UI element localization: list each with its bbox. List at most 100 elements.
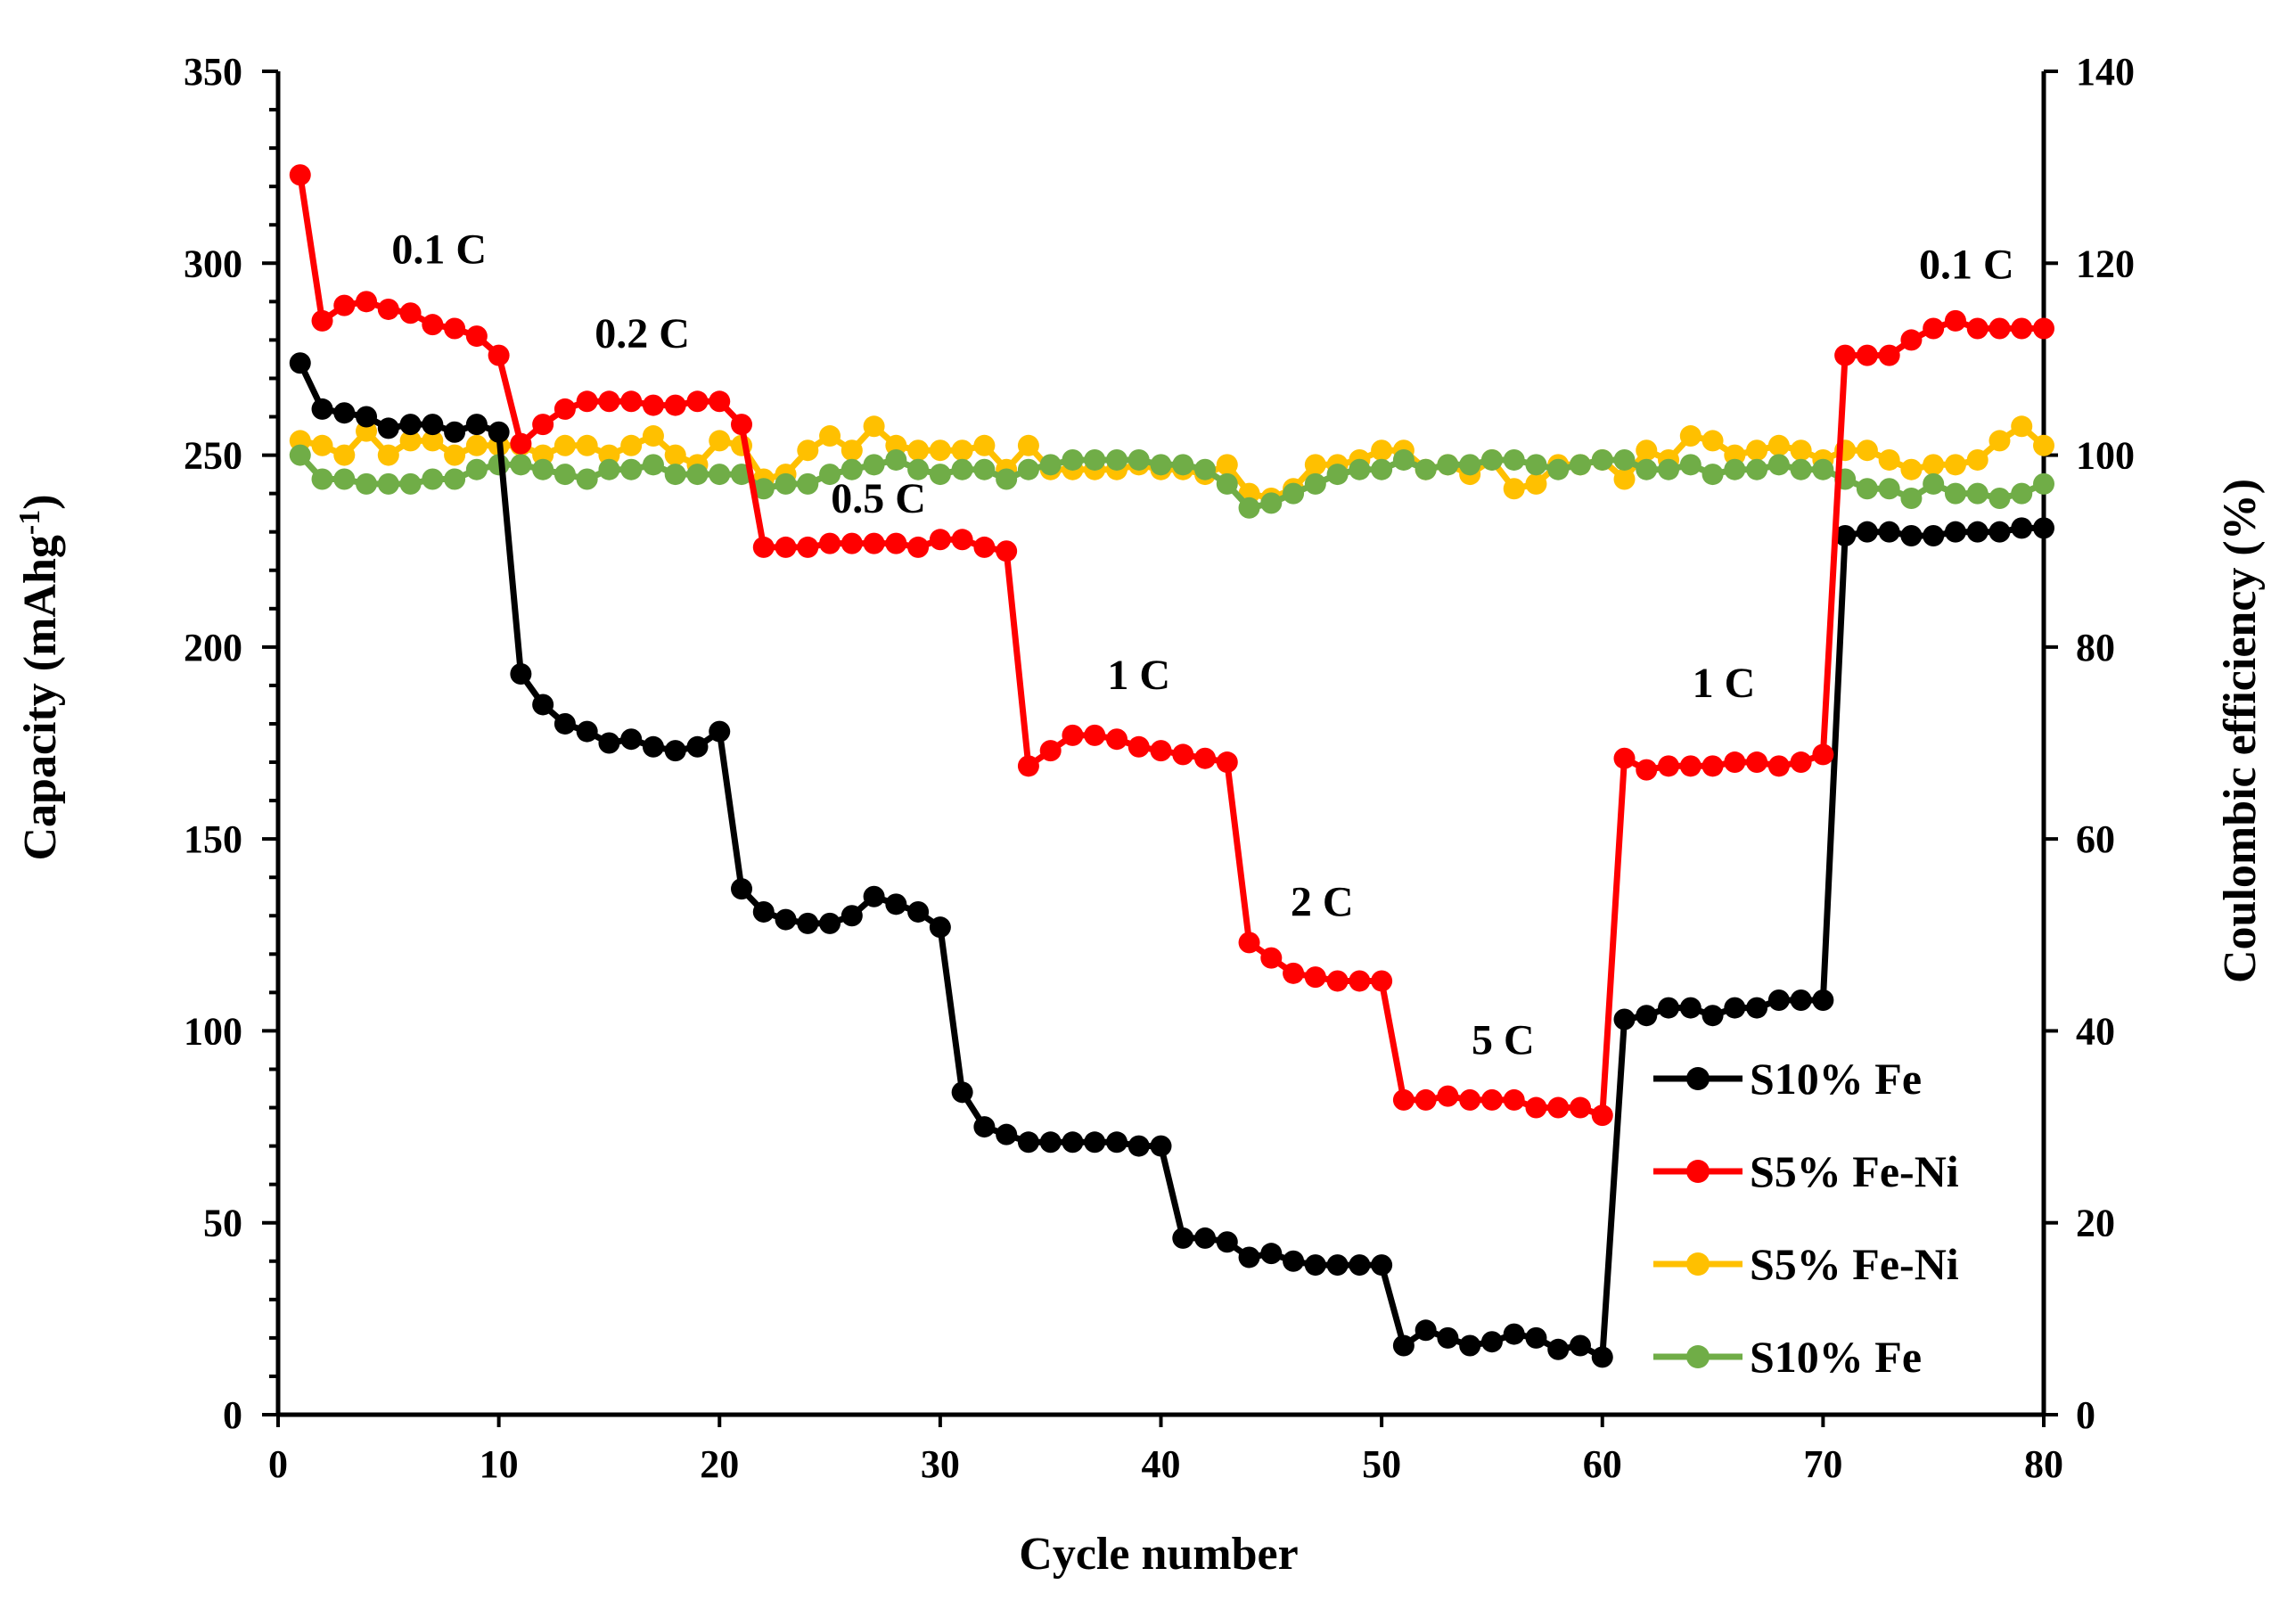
data-point — [1480, 1088, 1503, 1111]
data-point — [1966, 521, 1988, 543]
data-point — [399, 472, 422, 495]
data-point — [1392, 448, 1414, 471]
data-point — [1923, 524, 1945, 546]
data-point — [797, 912, 819, 934]
data-point — [1216, 751, 1238, 774]
data-point — [1613, 468, 1636, 490]
data-point — [1746, 439, 1768, 462]
rate-label: 1 C — [1107, 652, 1170, 699]
legend-marker — [1686, 1252, 1710, 1276]
data-point — [554, 464, 576, 486]
data-point — [1569, 1096, 1591, 1119]
data-point — [686, 735, 709, 758]
data-point — [1856, 344, 1878, 366]
data-point — [819, 464, 841, 486]
data-point — [1349, 970, 1371, 992]
data-point — [532, 694, 554, 716]
data-point — [1679, 997, 1702, 1019]
data-point — [686, 390, 709, 413]
data-point — [1172, 743, 1194, 766]
data-point — [840, 439, 863, 462]
data-point — [333, 402, 356, 424]
data-point — [465, 434, 488, 456]
rate-label: 0.5 C — [831, 475, 926, 522]
legend-item: S5% Fe-Ni — [1653, 1146, 1959, 1196]
data-point — [1194, 458, 1217, 480]
data-point — [731, 414, 753, 436]
data-point — [377, 417, 399, 439]
data-point — [1591, 1346, 1613, 1368]
legend-label: S10% Fe — [1750, 1332, 1922, 1382]
data-point — [1459, 1334, 1481, 1357]
data-point — [1767, 755, 1790, 777]
data-point — [1923, 317, 1945, 340]
data-point — [1613, 747, 1636, 769]
data-point — [444, 421, 466, 443]
data-point — [488, 344, 510, 366]
data-point — [1128, 1135, 1150, 1157]
data-point — [1988, 488, 2011, 510]
data-point — [642, 454, 664, 476]
data-point — [1172, 1227, 1194, 1249]
data-point — [554, 434, 576, 456]
data-point — [1679, 425, 1702, 447]
data-point — [1172, 454, 1194, 476]
data-point — [1878, 448, 1900, 471]
data-point — [377, 444, 399, 466]
data-point — [554, 398, 576, 420]
data-point — [1767, 989, 1790, 1011]
data-point — [1238, 497, 1260, 519]
data-point — [709, 430, 731, 452]
data-point — [1591, 1104, 1613, 1127]
data-point — [1238, 932, 1260, 954]
data-point — [1084, 1131, 1106, 1154]
data-point — [1414, 458, 1437, 480]
data-point — [1017, 434, 1039, 456]
legend-label: S5% Fe-Ni — [1750, 1146, 1959, 1196]
data-point — [1702, 464, 1724, 486]
data-point — [951, 529, 973, 551]
data-point — [1304, 1254, 1326, 1277]
data-point — [1834, 344, 1857, 366]
data-point — [311, 468, 333, 490]
data-point — [752, 900, 775, 923]
data-point — [863, 532, 885, 554]
data-point — [1525, 472, 1547, 495]
data-point — [1613, 448, 1636, 471]
y2-axis-title: Coulombic efficiency (%) — [2215, 479, 2266, 983]
y2-tick-label: 20 — [2076, 1202, 2115, 1245]
data-point — [1459, 454, 1481, 476]
data-point — [576, 468, 598, 490]
data-point — [1150, 1135, 1172, 1157]
data-point — [797, 536, 819, 558]
data-point — [1304, 966, 1326, 989]
data-point — [1856, 439, 1878, 462]
data-point — [1658, 755, 1680, 777]
data-point — [1569, 1334, 1591, 1357]
y2-tick-label: 80 — [2076, 626, 2115, 669]
data-point — [289, 352, 311, 374]
data-point — [664, 394, 686, 416]
data-point — [642, 394, 664, 416]
data-point — [951, 458, 973, 480]
data-point — [1216, 454, 1238, 476]
legend-label: S5% Fe-Ni — [1750, 1239, 1959, 1289]
legend-item: S10% Fe — [1653, 1054, 1922, 1104]
data-point — [576, 390, 598, 413]
data-point — [444, 468, 466, 490]
data-point — [1437, 454, 1459, 476]
data-point — [444, 317, 466, 340]
data-point — [775, 472, 797, 495]
data-point — [1371, 458, 1393, 480]
data-point — [1923, 472, 1945, 495]
data-point — [1591, 448, 1613, 471]
data-point — [2011, 415, 2033, 438]
data-point — [1569, 454, 1591, 476]
data-point — [1944, 454, 1966, 476]
data-point — [1812, 743, 1834, 766]
data-point — [1084, 724, 1106, 746]
data-point — [2011, 317, 2033, 340]
data-point — [1480, 1331, 1503, 1353]
x-tick-label: 60 — [1583, 1442, 1622, 1486]
data-point — [1613, 1008, 1636, 1030]
